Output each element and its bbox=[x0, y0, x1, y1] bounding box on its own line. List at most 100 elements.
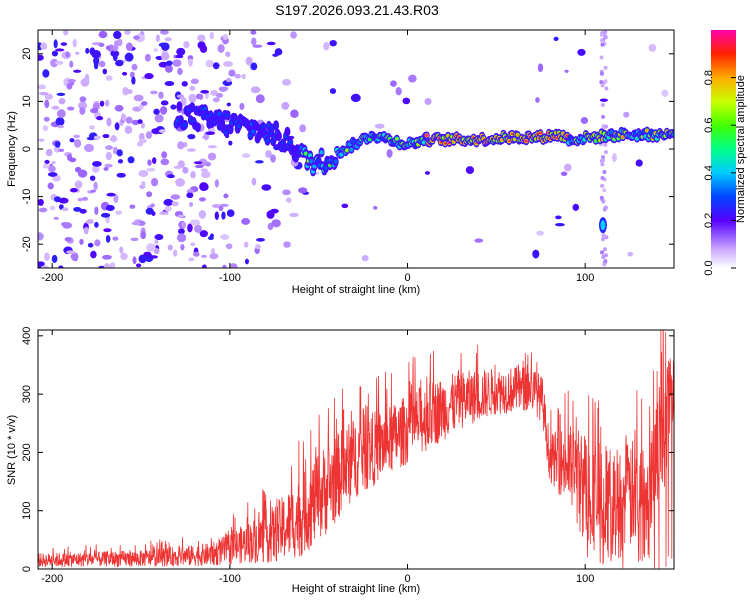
spectrogram-cell bbox=[187, 223, 193, 233]
spectrogram-cell bbox=[138, 138, 147, 144]
spectrogram-cell bbox=[345, 149, 349, 152]
spectrogram-cell bbox=[146, 191, 153, 198]
spectrogram-cell bbox=[100, 212, 111, 218]
spectrogram-cell bbox=[115, 59, 124, 67]
spectrogram-cell bbox=[323, 165, 328, 171]
spectrogram-cell bbox=[554, 222, 565, 227]
colorbar-tick-label: 0.2 bbox=[703, 213, 715, 228]
spectrogram-cell bbox=[623, 111, 630, 118]
spectrogram-cell bbox=[261, 124, 266, 130]
spectrogram-cell bbox=[600, 83, 605, 88]
spectrogram-cell bbox=[91, 49, 101, 59]
spectrogram-cell bbox=[189, 219, 200, 226]
spectrogram-cell bbox=[577, 48, 586, 56]
spectrogram-cell bbox=[269, 126, 274, 131]
y-tick-label: 0 bbox=[21, 566, 33, 572]
spectrogram-cell bbox=[105, 204, 115, 211]
y-tick-label: 20 bbox=[21, 48, 33, 60]
spectrogram-cell bbox=[560, 171, 568, 177]
spectrogram-cell bbox=[130, 237, 139, 242]
spectrogram-cell bbox=[140, 122, 145, 129]
spectrogram-cell bbox=[604, 86, 609, 91]
spectrogram-cell bbox=[234, 73, 241, 79]
y-tick-label: 10 bbox=[21, 95, 33, 107]
spectrogram-cell bbox=[151, 128, 161, 135]
spectrogram-cell bbox=[109, 136, 118, 142]
figure-title: S197.2026.093.21.43.R03 bbox=[275, 2, 439, 18]
spectrogram-cell bbox=[474, 238, 484, 243]
spectrogram-cell bbox=[648, 44, 657, 52]
spectrogram-cell bbox=[200, 90, 210, 94]
spectrogram-cell bbox=[38, 84, 46, 90]
spectrogram-cell bbox=[44, 159, 50, 164]
spectrogram-cell bbox=[201, 135, 210, 139]
spectrogram-cell bbox=[210, 89, 218, 96]
spectrogram-cell bbox=[599, 55, 604, 60]
spectrogram-cell bbox=[124, 30, 131, 35]
spectrogram-cell bbox=[167, 244, 173, 251]
spectrogram-cell bbox=[202, 264, 207, 268]
spectrogram-cell bbox=[600, 250, 605, 255]
spectrogram-cell bbox=[55, 60, 64, 65]
spectrogram-cell bbox=[218, 205, 224, 212]
spectrogram-cell bbox=[621, 135, 625, 139]
spectrogram-cell bbox=[124, 52, 134, 62]
spectrogram-cell bbox=[70, 252, 79, 261]
spectrogram-cell bbox=[78, 101, 88, 110]
spectrogram-cell bbox=[190, 78, 199, 85]
spectrogram-cell bbox=[198, 210, 207, 219]
spectrogram-cell bbox=[599, 80, 604, 85]
spectrogram-cell bbox=[513, 137, 517, 141]
spectrogram-cell bbox=[92, 160, 102, 167]
spectrogram-cell bbox=[603, 30, 608, 34]
spectrogram-cell bbox=[217, 111, 222, 117]
spectrogram-cell bbox=[350, 93, 361, 103]
spectrogram-cell bbox=[122, 71, 128, 76]
spectrogram-cell bbox=[159, 30, 169, 35]
spectrogram-cell bbox=[177, 214, 185, 219]
spectrogram-cell bbox=[329, 88, 337, 94]
spectrogram-cell bbox=[138, 104, 144, 110]
spectrogram-cell bbox=[171, 201, 179, 207]
spectrogram-cell bbox=[105, 145, 114, 150]
spectrogram-cell bbox=[209, 253, 219, 260]
spectrogram-cell bbox=[201, 254, 207, 258]
spectrogram-cell bbox=[151, 211, 156, 216]
spectrogram-cell bbox=[289, 212, 299, 218]
spectrogram-cell bbox=[40, 42, 48, 50]
spectrogram-cell bbox=[38, 138, 45, 142]
spectrogram-cell bbox=[153, 48, 158, 52]
spectrogram-cell bbox=[251, 37, 257, 46]
spectrogram-cell bbox=[241, 73, 246, 80]
colorbar-gradient bbox=[711, 30, 736, 268]
spectrogram-cell bbox=[209, 31, 215, 40]
spectrogram-cell bbox=[205, 161, 212, 167]
spectrogram-cell bbox=[54, 141, 61, 148]
spectrogram-cell bbox=[424, 171, 430, 175]
spectrogram-cell bbox=[131, 221, 142, 226]
spectrogram-cell bbox=[42, 69, 50, 78]
spectrogram-cell bbox=[67, 78, 76, 83]
spectrogram-cell bbox=[66, 250, 76, 254]
spectrogram-cell bbox=[241, 217, 251, 225]
spectrogram-cell bbox=[524, 140, 528, 143]
spectrogram-cell bbox=[390, 80, 397, 87]
spectrogram-cell bbox=[143, 251, 152, 257]
spectrogram-cell bbox=[98, 42, 105, 48]
spectrogram-cell bbox=[135, 263, 142, 268]
spectrogram-cell bbox=[89, 125, 95, 130]
spectrogram-cell bbox=[114, 122, 120, 131]
spectrogram-cell bbox=[207, 236, 214, 241]
spectrogram-cell bbox=[194, 164, 204, 169]
spectrogram-cell bbox=[600, 162, 605, 167]
spectrogram-cell bbox=[189, 202, 194, 207]
spectrogram-cell bbox=[323, 41, 330, 51]
spectrogram-cell bbox=[599, 98, 609, 102]
spectrogram-cell bbox=[103, 167, 109, 171]
spectrogram-cell bbox=[158, 42, 169, 48]
spectrogram-cell bbox=[66, 82, 73, 90]
spectrogram-cell bbox=[170, 104, 177, 110]
spectrogram-cell bbox=[218, 86, 229, 91]
spectrogram-cell bbox=[115, 210, 123, 215]
y-tick-label: 100 bbox=[21, 502, 33, 520]
